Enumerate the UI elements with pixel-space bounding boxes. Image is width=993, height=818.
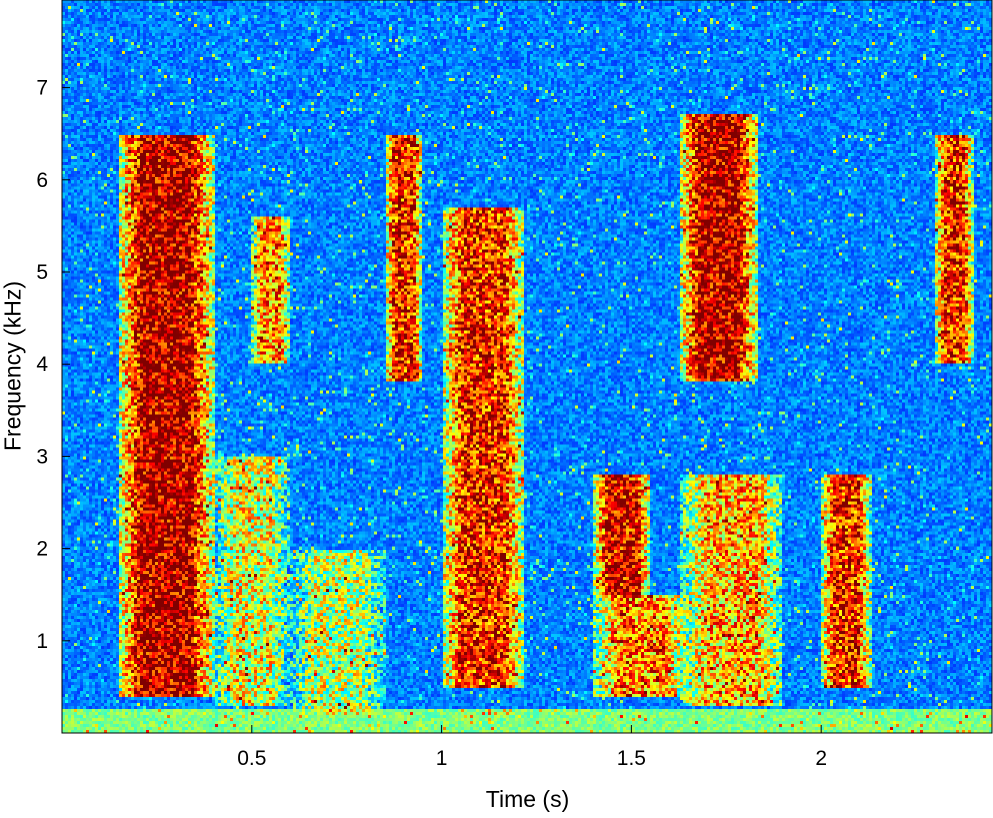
x-tick-label: 0.5 [237,747,266,770]
y-axis-label: Frequency (kHz) [0,281,26,451]
plot-frame [61,0,993,734]
y-tick-label: 5 [36,261,48,284]
y-tick-label: 4 [36,353,48,376]
y-tick-label: 1 [36,630,48,653]
y-tick-label: 6 [36,169,48,192]
y-tick-label: 7 [36,77,48,100]
spectrogram-heatmap [62,0,992,733]
spectrogram-plot-area [62,0,992,733]
x-tick-label: 2 [815,747,827,770]
x-tick-label: 1 [436,747,448,770]
x-tick-label: 1.5 [617,747,646,770]
x-axis-label: Time (s) [485,786,570,812]
y-tick-label: 2 [36,538,48,561]
y-tick-label: 3 [36,445,48,468]
